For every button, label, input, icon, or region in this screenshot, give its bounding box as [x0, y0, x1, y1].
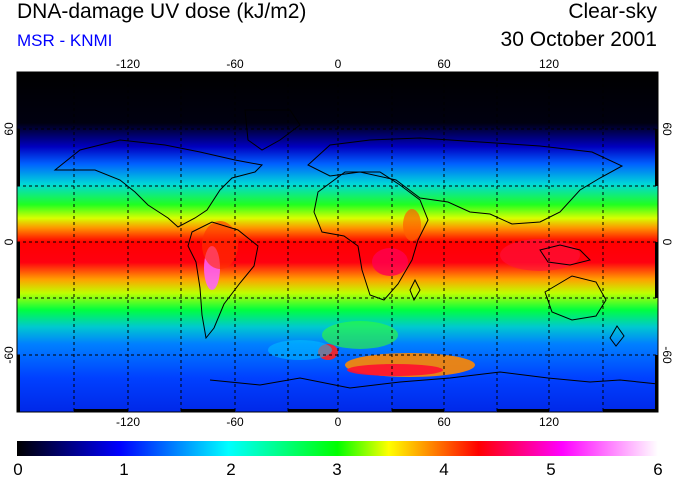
lon-label-top: -60 — [226, 57, 244, 71]
lon-label-top: 60 — [437, 57, 451, 71]
lon-label-top: 0 — [335, 57, 342, 71]
lat-label-left: -60 — [2, 346, 16, 364]
colorbar-tick: 5 — [546, 460, 555, 479]
lon-label-bottom: -120 — [116, 415, 140, 429]
lat-label-left: 0 — [2, 238, 16, 245]
lon-label-bottom: -60 — [226, 415, 244, 429]
source-label: MSR - KNMI — [17, 31, 113, 50]
map-frame — [16, 71, 659, 413]
coastlines — [53, 109, 658, 389]
lon-label-bottom: 120 — [539, 415, 559, 429]
sky-condition: Clear-sky — [568, 0, 657, 23]
colorbar-tick: 2 — [226, 460, 235, 479]
colorbar-tick: 4 — [439, 460, 448, 479]
lon-label-bottom: 60 — [437, 415, 451, 429]
graticule — [17, 72, 658, 412]
colorbar — [17, 441, 658, 456]
colorbar-tick: 6 — [653, 460, 662, 479]
lat-label-right: 60 — [660, 122, 674, 136]
colorbar-tick: 3 — [332, 460, 341, 479]
lat-label-right: -60 — [660, 346, 674, 364]
colorbar-tick: 0 — [13, 460, 22, 479]
colorbar-tick: 1 — [119, 460, 128, 479]
lon-label-top: 120 — [539, 57, 559, 71]
map-date: 30 October 2001 — [500, 28, 657, 51]
lon-label-top: -120 — [116, 57, 140, 71]
lat-label-right: 0 — [660, 239, 674, 246]
lon-label-bottom: 0 — [335, 415, 342, 429]
map-title: DNA-damage UV dose (kJ/m2) — [17, 0, 307, 23]
lat-label-left: 60 — [2, 122, 16, 136]
